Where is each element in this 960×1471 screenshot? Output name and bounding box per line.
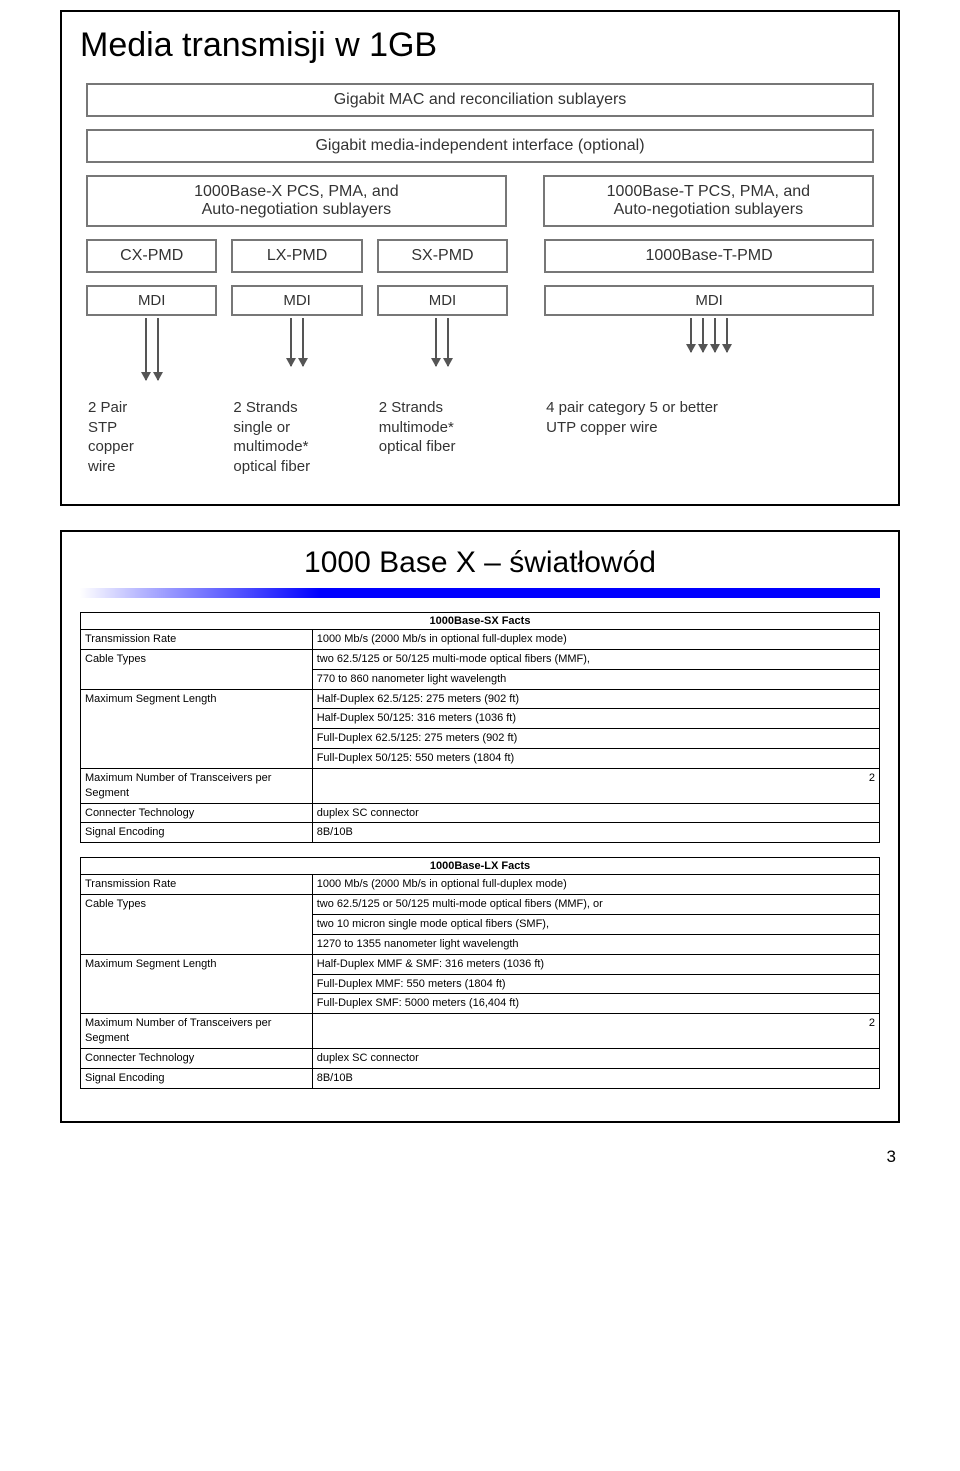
facts-table: 1000Base-LX FactsTransmission Rate1000 M… — [80, 857, 880, 1088]
arrows-row — [86, 316, 874, 394]
facts-value: two 62.5/125 or 50/125 multi-mode optica… — [312, 895, 879, 915]
facts-value: Half-Duplex 62.5/125: 275 meters (902 ft… — [312, 689, 879, 709]
facts-label: Transmission Rate — [81, 630, 313, 650]
facts-value: Half-Duplex 50/125: 316 meters (1036 ft) — [312, 709, 879, 729]
facts-row: Cable Typestwo 62.5/125 or 50/125 multi-… — [81, 649, 880, 669]
mac-layer: Gigabit MAC and reconciliation sublayers — [86, 83, 874, 117]
facts-value: 1270 to 1355 nanometer light wavelength — [312, 934, 879, 954]
facts-row: Signal Encoding8B/10B — [81, 1068, 880, 1088]
arrow-icon — [447, 318, 449, 366]
arrows-sx — [377, 316, 508, 394]
facts-row: Maximum Segment LengthHalf-Duplex 62.5/1… — [81, 689, 880, 709]
facts-row: Connecter Technologyduplex SC connector — [81, 803, 880, 823]
pmd-cx: CX-PMD — [86, 239, 217, 273]
mdi-3: MDI — [377, 285, 508, 316]
arrow-icon — [145, 318, 147, 380]
facts-label: Signal Encoding — [81, 823, 313, 843]
arrow-icon — [435, 318, 437, 366]
facts-value: 8B/10B — [312, 823, 879, 843]
facts-row: Transmission Rate1000 Mb/s (2000 Mb/s in… — [81, 630, 880, 650]
facts-value: duplex SC connector — [312, 1048, 879, 1068]
facts-row: Maximum Number of Transceivers per Segme… — [81, 1014, 880, 1049]
arrow-icon — [157, 318, 159, 380]
facts-label: Cable Types — [81, 649, 313, 689]
facts-label: Signal Encoding — [81, 1068, 313, 1088]
facts-value: two 10 micron single mode optical fibers… — [312, 914, 879, 934]
facts-row: Maximum Segment LengthHalf-Duplex MMF & … — [81, 954, 880, 974]
pcs-1000base-x: 1000Base-X PCS, PMA, and Auto-negotiatio… — [86, 175, 507, 227]
gmii-layer: Gigabit media-independent interface (opt… — [86, 129, 874, 163]
slide-1: Media transmisji w 1GB Gigabit MAC and r… — [60, 10, 900, 506]
facts-label: Connecter Technology — [81, 1048, 313, 1068]
arrows-t — [544, 316, 874, 394]
facts-value: two 62.5/125 or 50/125 multi-mode optica… — [312, 649, 879, 669]
facts-value: Half-Duplex MMF & SMF: 316 meters (1036 … — [312, 954, 879, 974]
media-label-t: 4 pair category 5 or better UTP copper w… — [544, 398, 874, 476]
mdi-2: MDI — [231, 285, 362, 316]
facts-row: Transmission Rate1000 Mb/s (2000 Mb/s in… — [81, 875, 880, 895]
page-number: 3 — [60, 1147, 900, 1167]
pmd-1000base-t: 1000Base-T-PMD — [544, 239, 874, 273]
facts-label: Maximum Segment Length — [81, 689, 313, 768]
facts-value: Full-Duplex MMF: 550 meters (1804 ft) — [312, 974, 879, 994]
facts-table-header: 1000Base-SX Facts — [81, 613, 880, 630]
facts-label: Maximum Number of Transceivers per Segme… — [81, 1014, 313, 1049]
arrow-icon — [702, 318, 704, 352]
mdi-4: MDI — [544, 285, 874, 316]
slide1-title: Media transmisji w 1GB — [80, 26, 880, 65]
arrow-icon — [290, 318, 292, 366]
page: Media transmisji w 1GB Gigabit MAC and r… — [0, 0, 960, 1197]
facts-label: Maximum Segment Length — [81, 954, 313, 1014]
title-bar — [80, 588, 880, 598]
slide-2: 1000 Base X – światłowód 1000Base-SX Fac… — [60, 530, 900, 1123]
facts-label: Transmission Rate — [81, 875, 313, 895]
facts-value: 1000 Mb/s (2000 Mb/s in optional full-du… — [312, 875, 879, 895]
pmd-sx: SX-PMD — [377, 239, 508, 273]
media-labels-row: 2 Pair STP copper wire 2 Strands single … — [86, 398, 874, 476]
arrow-icon — [690, 318, 692, 352]
facts-row: Maximum Number of Transceivers per Segme… — [81, 768, 880, 803]
facts-value: Full-Duplex 62.5/125: 275 meters (902 ft… — [312, 729, 879, 749]
facts-value: 2 — [312, 768, 879, 803]
media-label-lx: 2 Strands single or multimode* optical f… — [231, 398, 362, 476]
arrows-lx — [231, 316, 362, 394]
facts-row: Signal Encoding8B/10B — [81, 823, 880, 843]
facts-value: 770 to 860 nanometer light wavelength — [312, 669, 879, 689]
facts-row: Connecter Technologyduplex SC connector — [81, 1048, 880, 1068]
slide2-title: 1000 Base X – światłowód — [80, 546, 880, 580]
facts-value: 8B/10B — [312, 1068, 879, 1088]
facts-value: 2 — [312, 1014, 879, 1049]
media-label-cx: 2 Pair STP copper wire — [86, 398, 217, 476]
facts-label: Cable Types — [81, 895, 313, 955]
pcs-1000base-t: 1000Base-T PCS, PMA, and Auto-negotiatio… — [543, 175, 874, 227]
facts-value: 1000 Mb/s (2000 Mb/s in optional full-du… — [312, 630, 879, 650]
facts-value: Full-Duplex 50/125: 550 meters (1804 ft) — [312, 749, 879, 769]
arrow-icon — [302, 318, 304, 366]
facts-value: Full-Duplex SMF: 5000 meters (16,404 ft) — [312, 994, 879, 1014]
facts-value: duplex SC connector — [312, 803, 879, 823]
pmd-lx: LX-PMD — [231, 239, 362, 273]
mdi-1: MDI — [86, 285, 217, 316]
layer-diagram: Gigabit MAC and reconciliation sublayers… — [86, 83, 874, 476]
facts-label: Maximum Number of Transceivers per Segme… — [81, 768, 313, 803]
arrows-cx — [86, 316, 217, 394]
arrow-icon — [714, 318, 716, 352]
facts-tables: 1000Base-SX FactsTransmission Rate1000 M… — [80, 612, 880, 1089]
media-label-sx: 2 Strands multimode* optical fiber — [377, 398, 508, 476]
arrow-icon — [726, 318, 728, 352]
facts-label: Connecter Technology — [81, 803, 313, 823]
facts-table-header: 1000Base-LX Facts — [81, 858, 880, 875]
facts-row: Cable Typestwo 62.5/125 or 50/125 multi-… — [81, 895, 880, 915]
facts-table: 1000Base-SX FactsTransmission Rate1000 M… — [80, 612, 880, 843]
